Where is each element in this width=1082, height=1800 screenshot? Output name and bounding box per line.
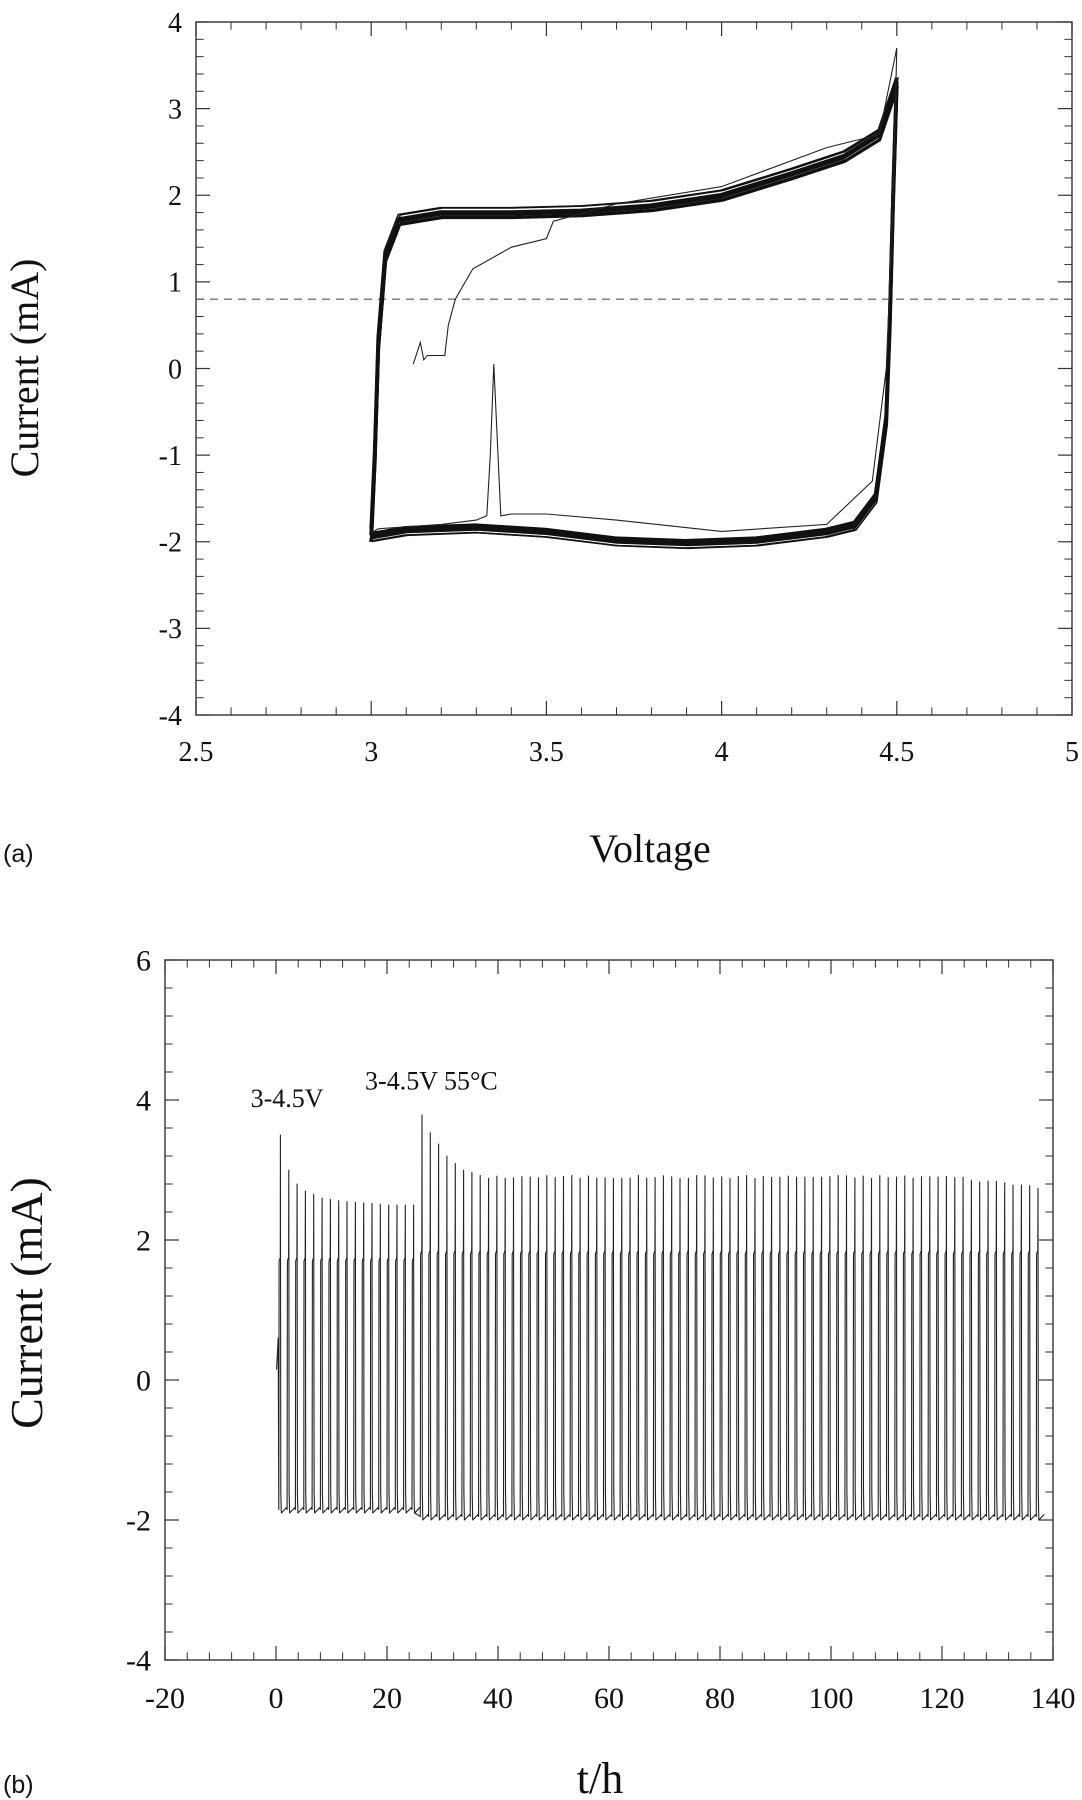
- cycle-curve: [369, 76, 899, 550]
- y-tick-label: 2: [136, 1225, 151, 1258]
- y-tick-label: 4: [136, 1085, 151, 1118]
- cycle-curve: [369, 79, 899, 544]
- x-tick-label: 20: [372, 1682, 402, 1715]
- y-tick-label: 4: [168, 8, 182, 39]
- cycle-curve: [370, 81, 898, 546]
- annotation-label: 3-4.5V: [251, 1084, 324, 1113]
- panel-b-y-ticks: -4 -2 0 2 4 6: [126, 945, 1053, 1678]
- first-cycle-curve: [370, 47, 898, 534]
- x-tick-label: -20: [145, 1682, 185, 1715]
- y-tick-label: -2: [126, 1505, 151, 1538]
- cycle-curve: [369, 78, 899, 542]
- x-tick-label: 0: [269, 1682, 284, 1715]
- cycle-curve: [369, 78, 899, 543]
- x-tick-label: 80: [705, 1682, 735, 1715]
- x-tick-label: 140: [1031, 1682, 1076, 1715]
- cycle-curve: [369, 78, 899, 542]
- x-tick-label: 4.5: [879, 737, 914, 768]
- panel-a-label: (a): [3, 840, 34, 868]
- panel-a-plot-frame: [195, 21, 1073, 716]
- x-tick-label: 4: [715, 737, 729, 768]
- y-tick-label: 6: [136, 945, 151, 978]
- y-tick-label: -3: [159, 614, 182, 645]
- cycle-curve: [370, 77, 898, 541]
- x-tick-label: 3: [364, 737, 378, 768]
- panel-a-cycle-curves: [369, 76, 899, 550]
- y-tick-label: -4: [126, 1645, 151, 1678]
- x-tick-label: 100: [809, 1682, 854, 1715]
- panel-a-y-axis-label: Current (mA): [2, 259, 47, 478]
- y-tick-label: -4: [159, 701, 182, 732]
- panel-a-x-ticks: 2.5 3 3.5 4 4.5 5: [179, 22, 1079, 768]
- x-tick-label: 60: [594, 1682, 624, 1715]
- panel-b-x-axis-label: t/h: [577, 1754, 623, 1800]
- y-tick-label: 2: [168, 181, 182, 212]
- panel-b-annotations: 3-4.5V 3-4.5V 55°C: [251, 1067, 498, 1114]
- panel-b-y-axis-label: Current (mA): [1, 1177, 52, 1429]
- y-tick-label: 0: [168, 354, 182, 385]
- cycle-curve: [369, 81, 899, 545]
- x-tick-label: 40: [483, 1682, 513, 1715]
- panel-a-first-cycle-curve: [370, 47, 898, 534]
- y-tick-label: -1: [159, 441, 182, 472]
- y-tick-label: 3: [168, 94, 182, 125]
- x-tick-label: 2.5: [179, 737, 214, 768]
- panel-b-x-ticks: -20 0 20 40 60 80 100 120 140: [145, 960, 1076, 1715]
- current-trace: [276, 1114, 1045, 1521]
- cycle-curve: [369, 77, 899, 549]
- x-tick-label: 3.5: [529, 737, 564, 768]
- panel-a-x-axis-label: Voltage: [589, 826, 710, 871]
- cycle-curve: [369, 77, 899, 541]
- y-tick-label: 0: [136, 1365, 151, 1398]
- panel-a-y-ticks: -4 -3 -2 -1 0 1 2 3 4: [159, 8, 1072, 732]
- x-tick-label: 5: [1065, 737, 1079, 768]
- annotation-label: 3-4.5V 55°C: [365, 1067, 498, 1096]
- x-tick-label: 120: [920, 1682, 965, 1715]
- y-tick-label: -2: [159, 528, 182, 559]
- cycle-curve: [369, 81, 899, 546]
- panel-b-label: (b): [3, 1771, 34, 1799]
- panel-b-current-trace: [276, 1114, 1045, 1521]
- y-tick-label: 1: [168, 268, 182, 299]
